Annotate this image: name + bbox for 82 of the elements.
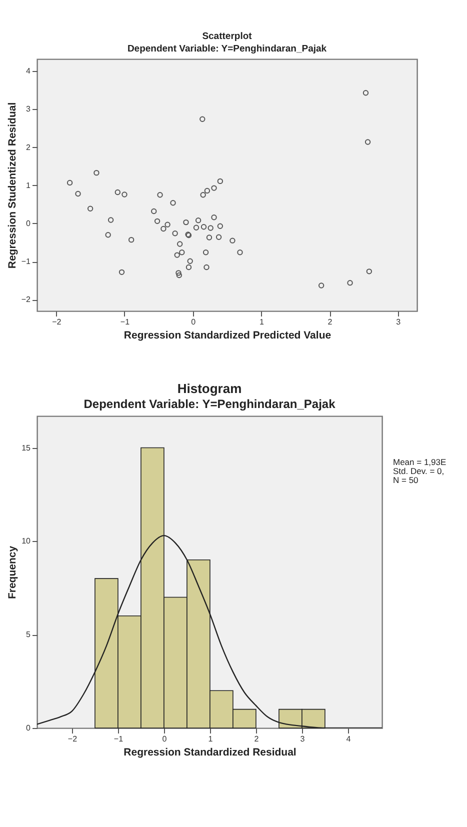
point [217,223,224,229]
point [202,250,209,256]
point [157,192,163,198]
point [66,180,73,186]
x-tick-label: 1 [259,318,264,326]
y-tick-label: 5 [26,630,32,640]
point [195,218,202,224]
point [75,190,81,197]
point [366,268,372,274]
point [151,208,157,214]
point [87,206,94,212]
point [154,218,160,224]
point [362,90,369,96]
point [204,188,210,194]
point [170,200,176,206]
y-axis-title: Regression Studentized Residual [6,102,18,269]
x-tick-label: 2 [254,734,260,744]
x-axis-title: Regression Standardized Predicted Value [124,330,332,342]
point [179,250,185,256]
point [211,214,217,220]
x-tick-label: −2 [52,318,62,326]
point [193,224,200,230]
y-tick-label: −1 [21,257,32,266]
text: Mean = 1,93E [393,457,446,467]
chart-subtitle: Dependent Variable: Y=Penghindaran_Pajak [84,397,336,411]
y-tick-label: 10 [22,536,32,546]
point [108,217,114,223]
x-tick-label: 2 [328,318,333,326]
point [200,192,206,198]
chart-subtitle: Dependent Variable: Y=Penghindaran_Pajak [127,44,328,54]
point [164,222,170,228]
text: N = 50 [393,475,420,485]
x-axis-title: Regression Standardized Residual [124,746,296,758]
point [206,234,212,240]
point [174,252,180,258]
point [105,232,111,238]
point [347,280,353,286]
point [114,189,120,196]
point [118,269,125,276]
y-tick-label: 3 [26,104,32,114]
point [200,116,206,122]
y-tick-label: −2 [21,295,32,304]
point [176,241,183,247]
x-tick-label: 1 [208,734,214,744]
point [217,178,224,184]
point [94,170,100,176]
y-tick-label: 0 [26,218,32,228]
point [200,224,207,230]
point [204,264,210,270]
text: Std. Dev. = 0, [393,466,444,476]
point [176,270,182,276]
point [186,264,192,270]
x-tick-label: 3 [396,318,402,326]
x-tick-label: 0 [162,734,168,744]
point [211,185,217,191]
point [364,139,371,145]
point [208,225,214,231]
y-tick-label: 2 [26,142,32,152]
point [128,236,134,243]
point [237,250,243,256]
point [318,282,324,288]
point [172,230,178,236]
point [183,219,189,226]
point [216,234,222,240]
chart-title: Histogram [177,381,242,396]
y-tick-label: 0 [26,724,32,732]
x-tick-label: 4 [346,734,352,744]
point [122,192,128,198]
y-tick-label: 1 [26,180,32,190]
x-tick-label: −1 [120,318,130,326]
point [176,272,182,278]
chart-title: Scatterplot [202,31,253,42]
point [160,226,166,232]
x-tick-label: 0 [191,318,196,326]
x-tick-label: 3 [300,734,306,744]
y-tick-label: 15 [22,443,32,452]
x-tick-label: −2 [68,734,78,744]
point [187,258,193,264]
y-axis-title: Frequency [6,546,19,600]
point [230,238,236,244]
y-tick-label: 4 [26,66,32,76]
x-tick-label: −1 [114,734,124,744]
